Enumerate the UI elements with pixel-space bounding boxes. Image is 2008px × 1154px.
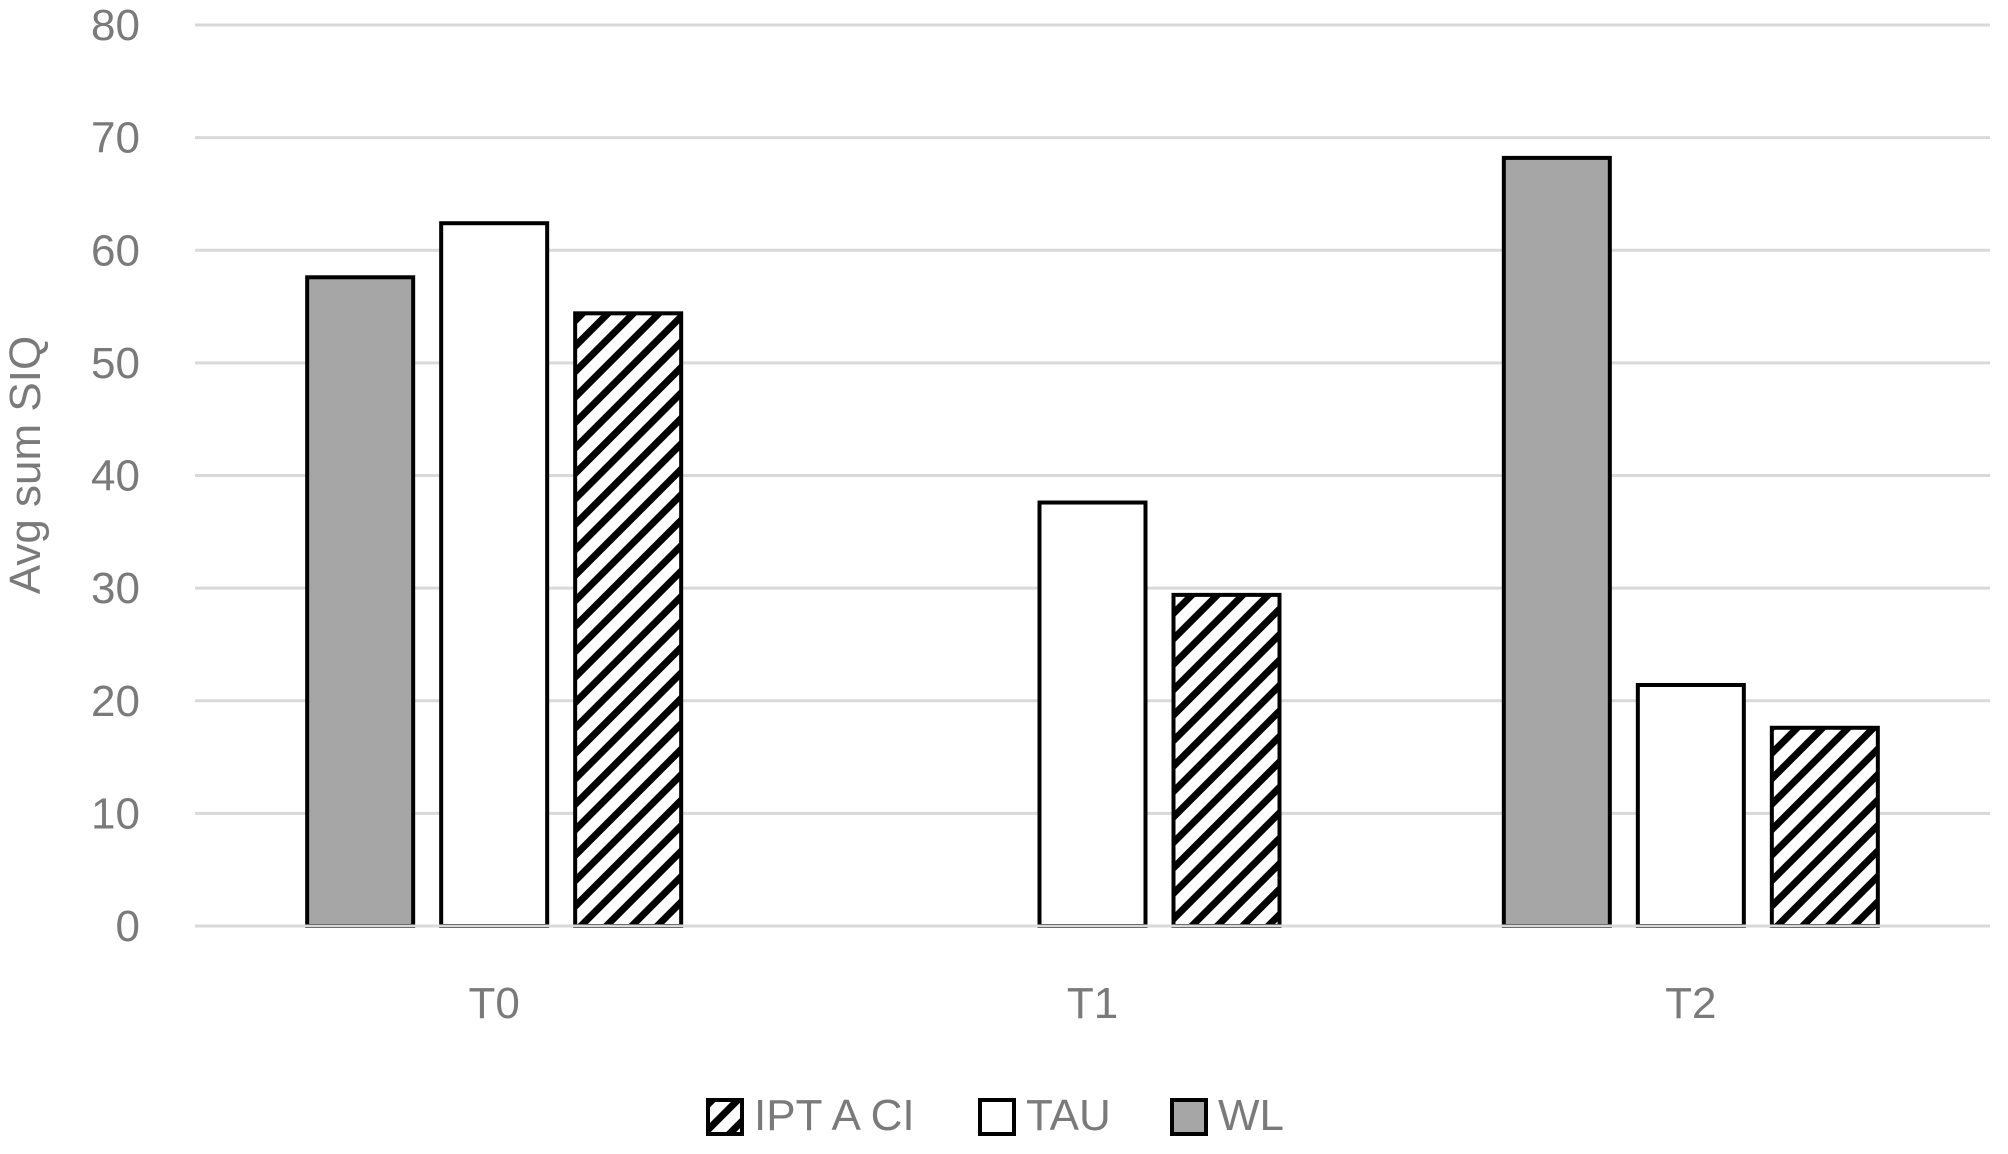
legend-swatch-ipt-a-ci (706, 1098, 744, 1136)
bar-ipt-a-ci-t0 (573, 311, 684, 928)
y-tick-label: 70 (91, 114, 140, 163)
bar-ipt-a-ci-t2 (1769, 725, 1880, 929)
bar-tau-t0 (439, 221, 550, 929)
y-tick-label: 20 (91, 677, 140, 726)
y-tick-label: 0 (116, 902, 140, 951)
y-axis-ticks: 0 10 20 30 40 50 60 70 80 (91, 1, 140, 951)
y-tick-label: 30 (91, 564, 140, 613)
legend-swatch-wl (1170, 1098, 1208, 1136)
x-axis-ticks: T0 T1 T2 (468, 979, 1716, 1028)
y-axis-title: Avg sum SIQ (1, 336, 50, 594)
legend: IPT A CI TAU WL (706, 1091, 1284, 1140)
legend-label: WL (1218, 1091, 1284, 1140)
legend-swatch-tau (978, 1098, 1016, 1136)
x-tick-label: T0 (468, 979, 519, 1028)
bar-wl-t2 (1501, 155, 1612, 928)
bar-tau-t1 (1037, 500, 1148, 928)
y-tick-label: 10 (91, 789, 140, 838)
y-tick-label: 80 (91, 1, 140, 50)
x-tick-label: T2 (1665, 979, 1716, 1028)
bars (195, 155, 1990, 929)
bar-wl-t0 (305, 275, 416, 928)
x-tick-label: T1 (1067, 979, 1118, 1028)
bar-ipt-a-ci-t1 (1171, 592, 1282, 928)
y-tick-label: 40 (91, 452, 140, 501)
y-tick-label: 60 (91, 226, 140, 275)
bar-tau-t2 (1635, 682, 1746, 928)
y-tick-label: 50 (91, 339, 140, 388)
legend-label: TAU (1026, 1091, 1111, 1140)
legend-label: IPT A CI (754, 1091, 915, 1140)
